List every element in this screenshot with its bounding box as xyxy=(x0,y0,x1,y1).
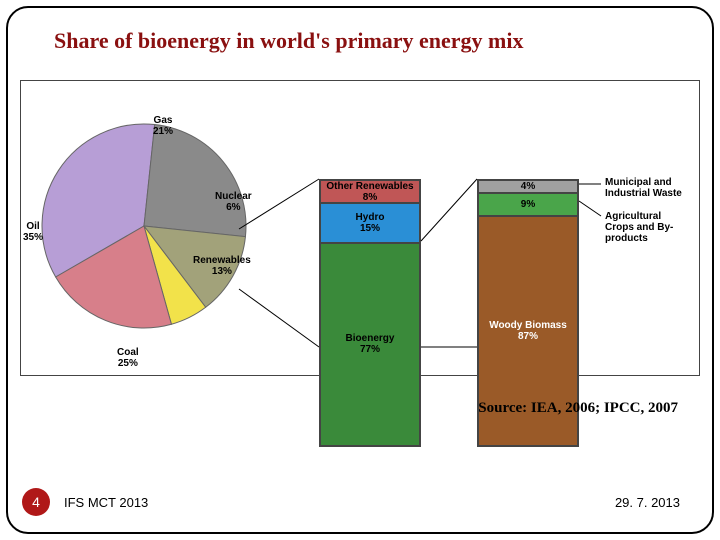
page-number-badge: 4 xyxy=(22,488,50,516)
stacked-bar-renewables: Bioenergy77% Hydro15% Other Renewables8% xyxy=(319,179,421,447)
bar-seg: Bioenergy77% xyxy=(321,242,419,445)
pie-label-coal: Coal25% xyxy=(117,347,139,369)
pie-label-oil: Oil35% xyxy=(23,221,43,243)
pie-label-gas: Gas21% xyxy=(153,115,173,137)
bar-seg: Other Renewables8% xyxy=(321,181,419,202)
bar-seg-label: 4% xyxy=(519,179,537,194)
bar-seg: 9% xyxy=(479,192,577,216)
pie-label-renewables: Renewables13% xyxy=(193,255,251,277)
pie-chart: Oil35%Coal25%Renewables13%Nuclear6%Gas21… xyxy=(29,111,259,341)
bar-seg: Hydro15% xyxy=(321,202,419,242)
chart-container: Oil35% Coal25% Renewables13% Nuclear6% Gas21… xyxy=(20,80,700,376)
footer-left: IFS MCT 2013 xyxy=(64,495,148,510)
bar-seg-label: Other Renewables8% xyxy=(324,179,415,205)
footer-right: 29. 7. 2013 xyxy=(615,495,680,510)
bar-seg-label: 9% xyxy=(519,197,537,212)
bar-seg-label: Hydro15% xyxy=(354,210,387,236)
bar-seg-label: Woody Biomass87% xyxy=(487,318,569,344)
bar-seg: 4% xyxy=(479,181,577,192)
source-citation: Source: IEA, 2006; IPCC, 2007 xyxy=(478,400,678,417)
page-number: 4 xyxy=(32,494,40,510)
slide-title: Share of bioenergy in world's primary en… xyxy=(54,28,680,54)
pie-svg xyxy=(29,111,259,341)
bar-seg-label: Bioenergy77% xyxy=(344,331,397,357)
pie-slice-coal xyxy=(144,125,246,237)
pie-label-nuclear: Nuclear6% xyxy=(215,191,252,213)
side-label: Municipal andIndustrial Waste xyxy=(605,177,682,199)
side-label: AgriculturalCrops and By-products xyxy=(605,211,699,244)
